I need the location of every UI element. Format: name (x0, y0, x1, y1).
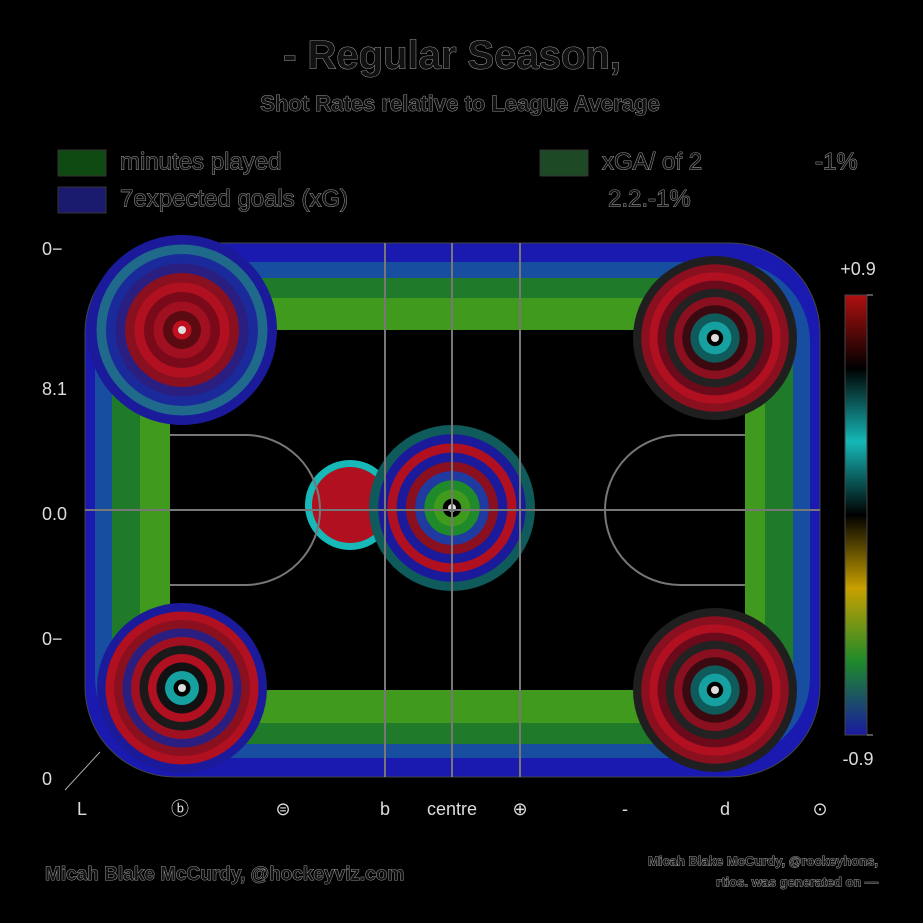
x-tick-label: centre (427, 799, 477, 819)
hotspots (87, 235, 797, 773)
x-tick-label: ⊕ (512, 799, 527, 819)
y-tick-label: 0 (42, 769, 52, 789)
legend-swatch (57, 186, 107, 214)
legend-label: 7expected goals (xG) (120, 185, 348, 212)
x-tick-label: ⊜ (275, 799, 290, 819)
legend-note: 2.2.-1% (608, 185, 691, 212)
colorbar-label: -0.9 (842, 749, 873, 769)
x-tick-label: ⊙ (812, 799, 827, 819)
faceoff-dot (178, 684, 186, 692)
legend-label: minutes played (120, 148, 281, 175)
legend-swatch (57, 149, 107, 177)
faceoff-dot (178, 326, 186, 334)
x-tick-label: d (720, 799, 730, 819)
x-tick-label: - (622, 799, 628, 819)
legend-note: -1% (815, 148, 858, 175)
x-tick-label: b (380, 799, 390, 819)
y-tick-label: 8.1 (42, 379, 67, 399)
y-tick-label: 0− (42, 239, 63, 259)
rink-lines (85, 243, 820, 777)
x-tick-label: L (77, 799, 87, 819)
legend-swatch (539, 149, 589, 177)
colorbar (844, 294, 868, 736)
credit: Micah Blake McCurdy, @rockeyhons, (648, 853, 878, 868)
credit: rtios. was generated on — (716, 874, 878, 889)
faceoff-dot (711, 686, 719, 694)
chart-title: - Regular Season, (283, 34, 621, 78)
y-tick-label: 0.0 (42, 504, 67, 524)
faceoff-dot (711, 334, 719, 342)
axis-corner (64, 751, 101, 791)
legend-label: xGA/ of 2 (602, 148, 702, 175)
chart-subtitle: Shot Rates relative to League Average (260, 91, 659, 116)
colorbar-label: +0.9 (840, 259, 876, 279)
x-tick-label: ⓑ (171, 799, 189, 819)
y-tick-label: 0− (42, 629, 63, 649)
credit: Micah Blake McCurdy, @hockeyviz.com (45, 864, 404, 885)
hotspot-ring (312, 467, 388, 543)
